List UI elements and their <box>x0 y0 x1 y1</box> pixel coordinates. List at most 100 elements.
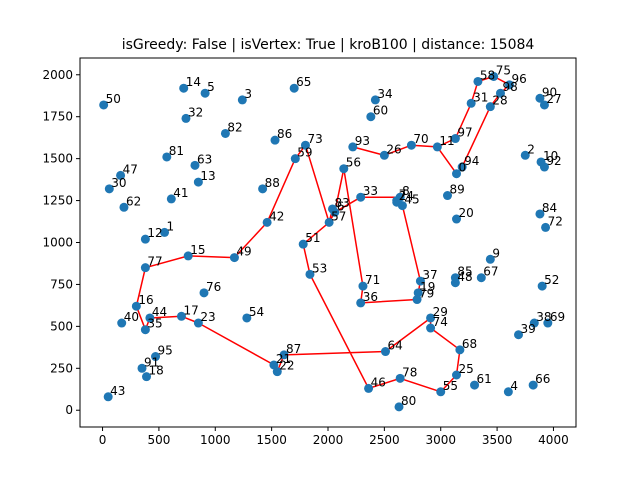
point-label-21: 21 <box>276 352 291 366</box>
point-label-1: 1 <box>167 219 175 233</box>
y-tick-label: 2000 <box>42 68 73 82</box>
point-label-73: 73 <box>307 132 322 146</box>
point-label-51: 51 <box>305 231 320 245</box>
point-label-47: 47 <box>123 162 138 176</box>
point-label-32: 32 <box>188 105 203 119</box>
point-label-5: 5 <box>207 80 215 94</box>
scatter-point-76 <box>199 288 209 298</box>
scatter-point-17 <box>176 311 186 321</box>
scatter-point-43 <box>103 392 113 402</box>
point-label-69: 69 <box>550 310 565 324</box>
point-label-84: 84 <box>542 201 557 215</box>
point-label-75: 75 <box>496 63 511 77</box>
scatter-point-59 <box>290 154 300 164</box>
x-tick-label: 2500 <box>369 433 400 447</box>
point-label-54: 54 <box>249 305 264 319</box>
scatter-point-1 <box>160 227 170 237</box>
scatter-point-26 <box>379 150 389 160</box>
point-label-15: 15 <box>190 243 205 257</box>
scatter-point-82 <box>220 128 230 138</box>
scatter-point-16 <box>131 301 141 311</box>
scatter-point-41 <box>166 194 176 204</box>
point-label-92: 92 <box>546 154 561 168</box>
x-tick-label: 2000 <box>313 433 344 447</box>
scatter-point-70 <box>406 140 416 150</box>
x-tick-label: 3500 <box>482 433 513 447</box>
scatter-point-30 <box>104 184 114 194</box>
scatter-point-87 <box>279 350 289 360</box>
scatter-point-60 <box>366 112 376 122</box>
point-label-46: 46 <box>371 375 386 389</box>
point-label-96: 96 <box>511 72 526 86</box>
y-axis: 0 250 500 750 1000 1250 1500 1750 2000 <box>42 68 80 417</box>
point-label-25: 25 <box>459 362 474 376</box>
point-label-65: 65 <box>296 75 311 89</box>
point-label-33: 33 <box>363 184 378 198</box>
scatter-point-11 <box>432 142 442 152</box>
point-group <box>99 71 553 412</box>
scatter-point-4 <box>503 387 513 397</box>
point-label-3: 3 <box>244 87 252 101</box>
point-label-42: 42 <box>269 209 284 223</box>
point-label-7: 7 <box>399 188 407 202</box>
point-label-2: 2 <box>527 142 535 156</box>
scatter-point-67 <box>476 273 486 283</box>
point-label-94: 94 <box>464 154 479 168</box>
y-tick-label: 1250 <box>42 194 73 208</box>
scatter-point-71 <box>358 281 368 291</box>
point-label-27: 27 <box>546 92 561 106</box>
point-label-86: 86 <box>277 127 292 141</box>
point-label-79: 79 <box>419 287 434 301</box>
scatter-point-40 <box>117 318 127 328</box>
point-label-9: 9 <box>492 246 500 260</box>
scatter-point-74 <box>426 323 436 333</box>
point-label-31: 31 <box>473 90 488 104</box>
chart-title: isGreedy: False | isVertex: True | kroB1… <box>122 37 535 53</box>
point-label-19: 19 <box>420 280 435 294</box>
point-label-72: 72 <box>548 214 563 228</box>
point-label-4: 4 <box>510 379 518 393</box>
point-label-35: 35 <box>147 317 162 331</box>
scatter-point-12 <box>140 234 150 244</box>
scatter-point-5 <box>200 88 210 98</box>
point-label-66: 66 <box>535 372 550 386</box>
point-label-90: 90 <box>542 85 557 99</box>
point-label-95: 95 <box>158 344 173 358</box>
point-label-89: 89 <box>449 183 464 197</box>
scatter-point-38 <box>529 318 539 328</box>
point-label-80: 80 <box>401 394 416 408</box>
scatter-point-51 <box>298 239 308 249</box>
point-label-43: 43 <box>110 384 125 398</box>
point-label-36: 36 <box>363 290 378 304</box>
scatter-point-46 <box>364 383 374 393</box>
scatter-point-58 <box>473 76 483 86</box>
point-label-13: 13 <box>200 169 215 183</box>
point-label-18: 18 <box>149 364 164 378</box>
scatter-point-23 <box>193 318 203 328</box>
point-label-44: 44 <box>152 305 167 319</box>
y-tick-label: 500 <box>50 319 73 333</box>
scatter-point-47 <box>116 170 126 180</box>
x-axis: 0 500 1000 1500 2000 2500 3000 3500 4000 <box>99 427 569 447</box>
scatter-point-77 <box>140 263 150 273</box>
point-label-85: 85 <box>457 265 472 279</box>
scatter-point-55 <box>436 387 446 397</box>
x-tick-label: 3000 <box>425 433 456 447</box>
point-label-17: 17 <box>183 303 198 317</box>
point-label-97: 97 <box>457 126 472 140</box>
scatter-point-72 <box>541 222 551 232</box>
point-label-20: 20 <box>459 206 474 220</box>
point-label-55: 55 <box>443 379 458 393</box>
point-label-11: 11 <box>439 134 454 148</box>
scatter-point-98 <box>495 88 505 98</box>
scatter-point-34 <box>370 95 380 105</box>
point-label-50: 50 <box>106 92 121 106</box>
point-label-67: 67 <box>483 265 498 279</box>
scatter-point-62 <box>119 202 129 212</box>
scatter-point-39 <box>514 330 524 340</box>
scatter-point-68 <box>455 345 465 355</box>
scatter-point-94 <box>457 162 467 172</box>
point-label-77: 77 <box>147 255 162 269</box>
point-label-38: 38 <box>536 310 551 324</box>
